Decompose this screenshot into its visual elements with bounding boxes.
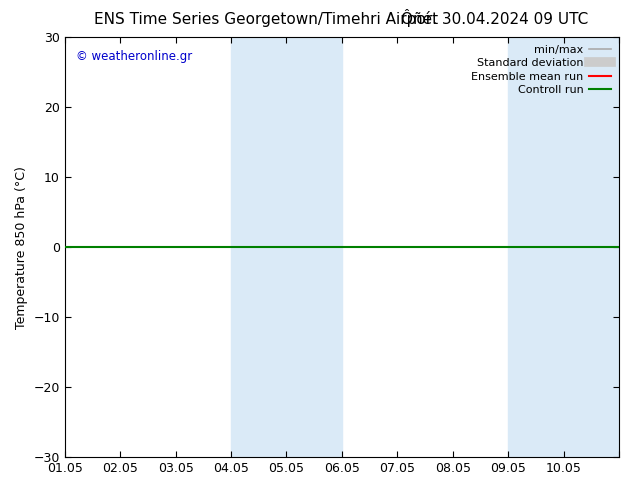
Y-axis label: Temperature 850 hPa (°C): Temperature 850 hPa (°C)	[15, 166, 28, 329]
Bar	[231, 37, 342, 457]
Text: ENS Time Series Georgetown/Timehri Airport: ENS Time Series Georgetown/Timehri Airpo…	[94, 12, 438, 27]
Legend: min/max, Standard deviation, Ensemble mean run, Controll run: min/max, Standard deviation, Ensemble me…	[469, 43, 614, 97]
Bar	[508, 37, 619, 457]
Text: © weatheronline.gr: © weatheronline.gr	[76, 50, 192, 63]
Text: Ôñé. 30.04.2024 09 UTC: Ôñé. 30.04.2024 09 UTC	[401, 12, 588, 27]
